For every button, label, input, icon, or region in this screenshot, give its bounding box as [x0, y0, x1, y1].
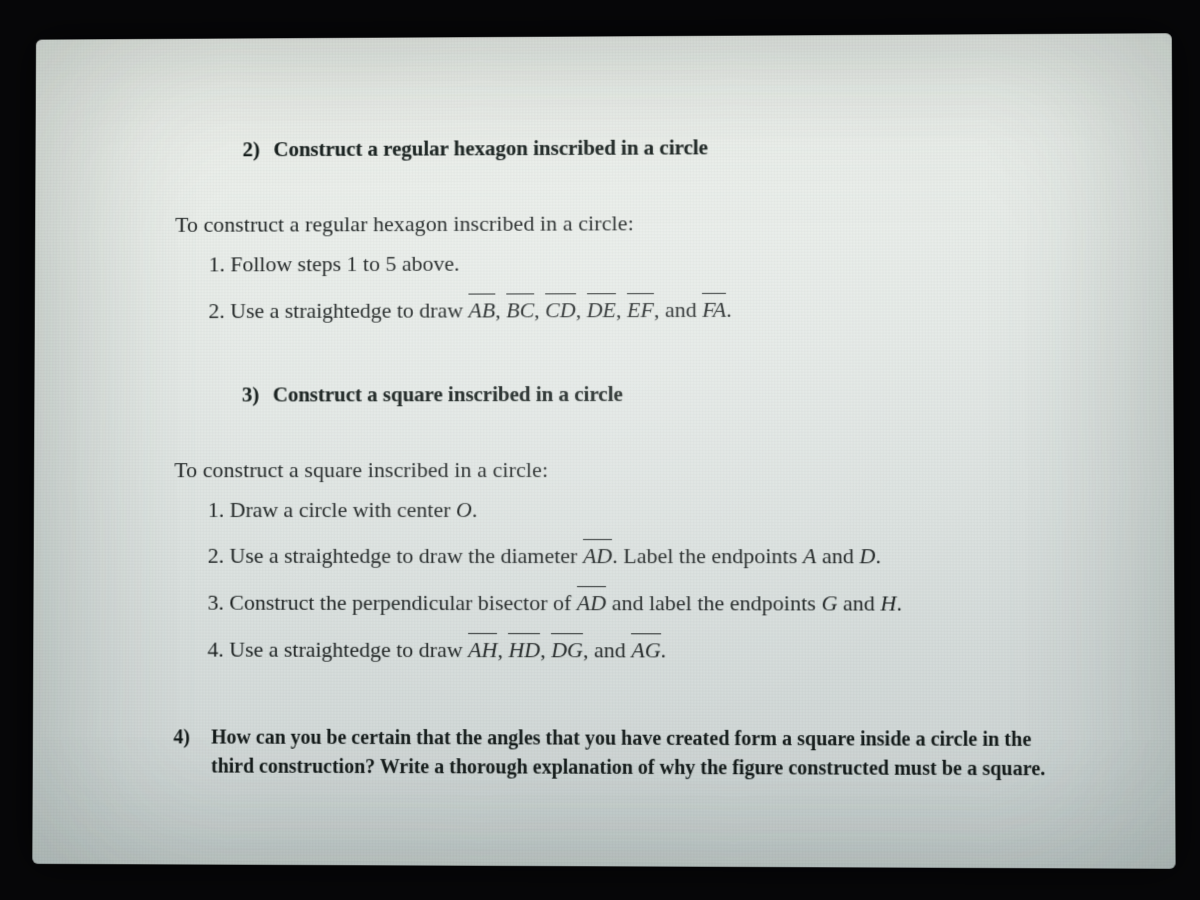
q4-block: 4) How can you be certain that the angle…: [173, 723, 1053, 784]
mid2: and: [837, 591, 880, 616]
mid2: and: [816, 544, 859, 569]
segment-AH: AH: [468, 633, 497, 666]
step-text: Construct the perpendicular bisector of: [229, 590, 576, 615]
segment-FA: FA: [702, 293, 726, 326]
step-text: Use a straightedge to draw the diameter: [229, 543, 582, 568]
q2-steps: Follow steps 1 to 5 above. Use a straigh…: [173, 247, 1052, 327]
sep: ,: [534, 297, 545, 322]
q2-heading: 2) Construct a regular hexagon inscribed…: [243, 134, 1052, 162]
step-text: Use a straightedge to draw: [230, 297, 468, 322]
list-item: Draw a circle with center O.: [230, 495, 1053, 526]
q2-number: 2): [243, 137, 269, 162]
segment-EF: EF: [627, 293, 654, 326]
segment-AD: AD: [577, 586, 606, 619]
sep: ,: [576, 297, 587, 322]
suffix: .: [726, 297, 732, 322]
point-D: D: [859, 544, 875, 569]
q3-number: 3): [242, 382, 268, 407]
list-item: Use a straightedge to draw AH, HD, DG, a…: [229, 633, 1053, 667]
mid: and label the endpoints: [606, 590, 821, 615]
list-item: Follow steps 1 to 5 above.: [230, 247, 1051, 280]
sep: , and: [654, 297, 702, 322]
sep: , and: [583, 637, 631, 662]
segment-AD: AD: [583, 539, 612, 572]
q3-title: Construct a square inscribed in a circle: [273, 382, 623, 406]
segment-AG: AG: [631, 633, 660, 666]
q3-intro: To construct a square inscribed in a cir…: [174, 456, 1052, 482]
suffix: .: [875, 544, 881, 569]
segment-AB: AB: [469, 293, 496, 326]
q3-heading: 3) Construct a square inscribed in a cir…: [242, 381, 1052, 407]
q2-title: Construct a regular hexagon inscribed in…: [273, 135, 708, 161]
list-item: Use a straightedge to draw AB, BC, CD, D…: [230, 292, 1052, 327]
step-text: Draw a circle with center: [230, 497, 456, 522]
segment-BC: BC: [506, 293, 534, 326]
step-text: Follow steps 1 to 5 above.: [230, 251, 459, 277]
step-text: Use a straightedge to draw: [229, 637, 468, 662]
suffix: .: [472, 497, 478, 522]
point-H: H: [880, 591, 896, 616]
sep: ,: [616, 297, 627, 322]
segment-DG: DG: [551, 633, 583, 666]
segment-CD: CD: [545, 293, 575, 326]
worksheet-page: 2) Construct a regular hexagon inscribed…: [32, 33, 1175, 869]
sep: ,: [495, 297, 506, 322]
sep: ,: [497, 637, 508, 662]
list-item: Use a straightedge to draw the diameter …: [229, 539, 1052, 572]
q4-text: How can you be certain that the angles t…: [211, 723, 1053, 784]
segment-DE: DE: [587, 293, 616, 326]
suffix: .: [896, 591, 902, 616]
q3-steps: Draw a circle with center O. Use a strai…: [172, 495, 1053, 667]
point-A: A: [803, 544, 817, 569]
point-G: G: [821, 591, 837, 616]
segment-HD: HD: [508, 633, 540, 666]
list-item: Construct the perpendicular bisector of …: [229, 586, 1053, 620]
q4-number: 4): [173, 723, 197, 781]
mid: . Label the endpoints: [612, 543, 803, 568]
sep: ,: [540, 637, 551, 662]
point-O: O: [456, 497, 472, 522]
q2-intro: To construct a regular hexagon inscribed…: [175, 209, 1051, 238]
suffix: .: [661, 637, 667, 662]
